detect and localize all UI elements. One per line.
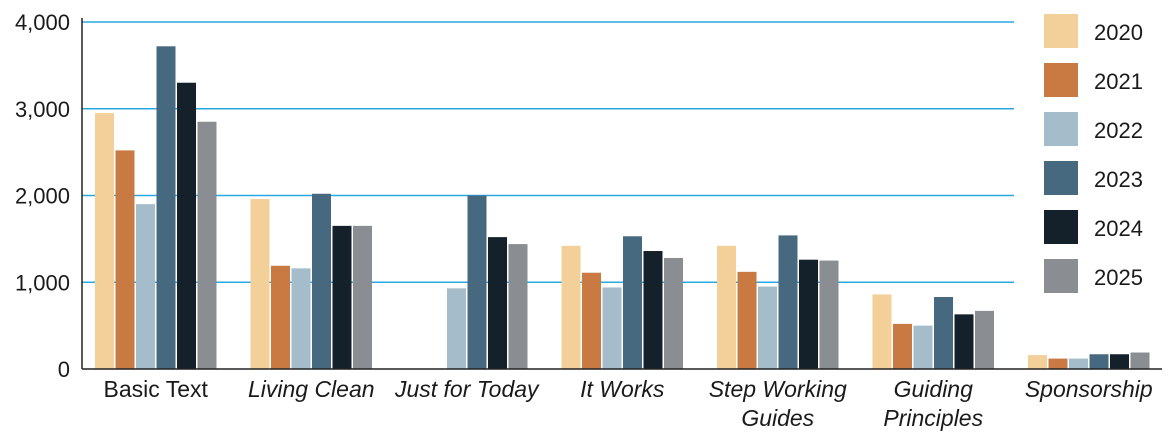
legend-swatch-2023: [1044, 161, 1078, 195]
bar-2022: [447, 288, 466, 369]
bar-2025: [819, 260, 839, 369]
bar-2023: [312, 193, 331, 369]
legend-label: 2021: [1094, 69, 1143, 94]
x-category-label: Step Working Guides: [709, 376, 847, 431]
bars: [95, 46, 1150, 370]
bar-2025: [353, 225, 372, 369]
bar-2021: [737, 271, 757, 369]
bar-2023: [467, 195, 487, 369]
bar-2020: [561, 245, 581, 369]
x-category-label: Sponsorship: [1025, 376, 1153, 402]
bar-2020: [95, 113, 114, 370]
bar-2023: [1089, 354, 1109, 369]
legend-swatch-2025: [1044, 259, 1078, 293]
bar-2020: [1028, 355, 1047, 369]
bar-2020: [250, 198, 270, 369]
y-tick-label: 2,000: [15, 184, 70, 209]
legend-swatch-2022: [1044, 112, 1078, 146]
bar-2023: [934, 296, 953, 369]
bar-2021: [893, 323, 912, 369]
bar-2022: [1069, 358, 1088, 369]
x-axis: Basic Text Living Clean Just for Today It W…: [82, 368, 1162, 431]
bar-2020: [872, 294, 892, 369]
bar-2024: [332, 225, 352, 369]
x-category-label: Living Clean: [248, 376, 375, 402]
bar-2024: [643, 251, 663, 369]
bar-2022: [913, 325, 933, 369]
bar-2024: [488, 237, 507, 369]
bar-2024: [177, 82, 196, 369]
legend: 2020 2021 2022 2023 2024 2025: [1044, 14, 1143, 293]
legend-label: 2022: [1094, 118, 1143, 143]
bar-2022: [291, 268, 311, 369]
bar-2022: [136, 204, 155, 369]
bar-2022: [602, 287, 622, 369]
bar-2023: [623, 236, 642, 369]
bar-2024: [799, 259, 818, 369]
bar-2024: [954, 314, 974, 369]
bar-2021: [1048, 358, 1068, 369]
x-category-label: It Works: [580, 376, 665, 402]
bar-2022: [758, 286, 777, 369]
y-tick-label: 4,000: [15, 10, 70, 35]
legend-label: 2024: [1094, 216, 1143, 241]
bar-2025: [197, 121, 217, 369]
bar-2025: [664, 257, 683, 369]
y-axis: 0 1,000 2,000 3,000 4,000: [15, 10, 83, 382]
bar-2021: [271, 265, 290, 369]
bar-2025: [975, 310, 994, 369]
bar-2025: [508, 244, 528, 369]
bar-2023: [778, 235, 798, 369]
bar-2023: [156, 46, 176, 369]
bar-2021: [115, 150, 135, 369]
x-category-label: Guiding Principles: [883, 376, 983, 431]
legend-swatch-2020: [1044, 14, 1078, 48]
y-tick-label: 3,000: [15, 97, 70, 122]
legend-label: 2023: [1094, 167, 1143, 192]
bar-2025: [1130, 352, 1150, 369]
x-category-label: Basic Text: [104, 376, 209, 402]
legend-label: 2025: [1094, 265, 1143, 290]
bar-2021: [582, 272, 601, 369]
y-tick-label: 0: [58, 357, 70, 382]
x-category-label: Just for Today: [394, 376, 540, 402]
bar-2024: [1110, 354, 1129, 369]
legend-label: 2020: [1094, 20, 1143, 45]
y-tick-label: 1,000: [15, 270, 70, 295]
legend-swatch-2024: [1044, 210, 1078, 244]
grid-lines: [82, 21, 1014, 283]
legend-swatch-2021: [1044, 63, 1078, 97]
bar-2020: [717, 245, 736, 369]
